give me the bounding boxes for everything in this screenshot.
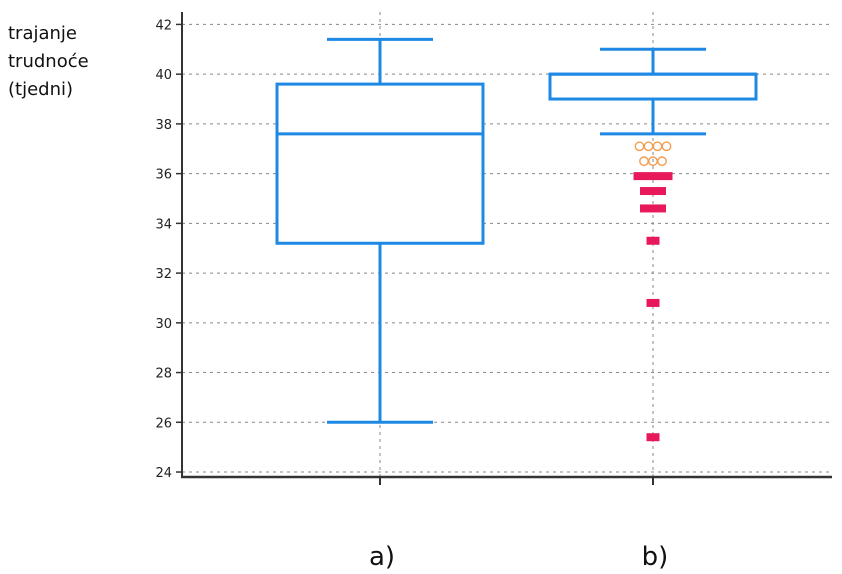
box-1	[548, 47, 758, 136]
y-tick-label-30: 30	[155, 317, 172, 332]
outlier-open	[657, 156, 667, 167]
y-axis-label-line-3: (tjedni)	[8, 79, 74, 100]
y-tick-label-24: 24	[155, 466, 172, 481]
box-iqr	[548, 72, 758, 101]
outlier-open	[652, 141, 663, 152]
category-label-1: b)	[642, 542, 669, 572]
y-tick-label-40: 40	[155, 68, 172, 83]
y-axis-label-line-2: trudnoće	[8, 51, 89, 72]
y-tick-label-32: 32	[155, 267, 172, 282]
y-tick-label-36: 36	[155, 168, 172, 183]
outlier-filled	[653, 204, 666, 213]
outlier-filled	[646, 236, 660, 245]
outlier-filled	[640, 187, 653, 196]
y-axis-label: trajanje trudnoće (tjedni)	[8, 20, 89, 104]
box-iqr	[275, 82, 485, 245]
outliers	[633, 141, 673, 442]
outlier-filled	[653, 187, 666, 196]
outlier-open	[639, 156, 649, 167]
y-tick-label-28: 28	[155, 367, 172, 382]
y-axis-label-line-1: trajanje	[8, 23, 78, 44]
outlier-filled	[640, 204, 653, 213]
outlier-filled	[633, 172, 647, 181]
tick-labels: 24 26 28 30 32 34 36 38 40 42 a) b)	[155, 18, 668, 572]
axes	[176, 12, 832, 485]
box-0	[275, 37, 485, 424]
outlier-filled	[659, 172, 673, 181]
y-tick-label-38: 38	[155, 118, 172, 133]
category-label-0: a)	[369, 542, 395, 572]
y-tick-label-42: 42	[155, 18, 172, 33]
outlier-open	[643, 141, 654, 152]
outlier-filled	[646, 172, 660, 181]
outlier-filled	[646, 433, 660, 442]
outlier-open	[634, 141, 645, 152]
y-tick-label-26: 26	[155, 416, 172, 431]
boxes	[275, 37, 758, 424]
outlier-filled	[646, 298, 660, 307]
outlier-open	[661, 141, 672, 152]
y-tick-label-34: 34	[155, 217, 172, 232]
